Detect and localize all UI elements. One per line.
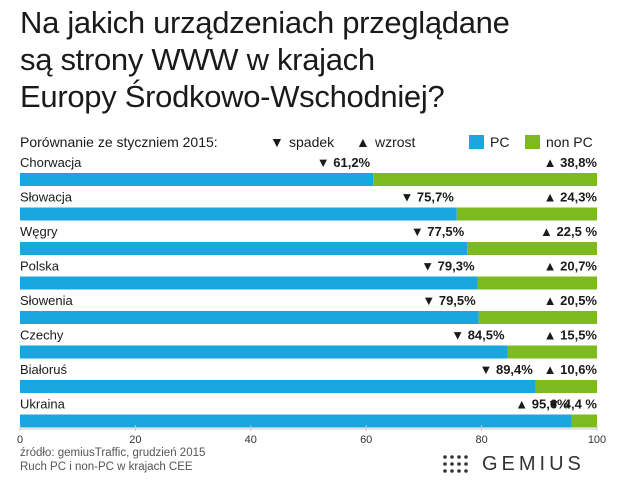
data-label-nonpc: ▲ 10,6% bbox=[544, 362, 598, 377]
bar-pc bbox=[20, 276, 478, 290]
x-tick-label: 40 bbox=[245, 434, 257, 446]
bar-nonpc bbox=[535, 380, 597, 393]
data-label-nonpc: ▲ 22,5 % bbox=[540, 224, 597, 239]
legend-pc-label: PC bbox=[490, 134, 510, 150]
legend-nonpc-label: non PC bbox=[546, 134, 593, 150]
bar-pc bbox=[20, 173, 374, 186]
bar-nonpc bbox=[478, 311, 597, 324]
data-label-nonpc: ▲ 38,8% bbox=[544, 155, 598, 170]
category-label: Węgry bbox=[20, 224, 58, 239]
data-label-pc: ▼ 61,2% bbox=[317, 155, 371, 170]
x-tick-label: 100 bbox=[588, 434, 606, 446]
bar-pc bbox=[20, 207, 457, 221]
source-footer: źródło: gemiusTraffic, grudzień 2015 Ruc… bbox=[20, 446, 205, 474]
data-label-nonpc: ▲ 20,5% bbox=[544, 293, 598, 308]
data-label-pc: ▼ 75,7% bbox=[400, 190, 454, 205]
bar-nonpc bbox=[477, 276, 597, 290]
category-label: Polska bbox=[20, 259, 60, 274]
data-label-nonpc: ▲ 24,3% bbox=[544, 190, 598, 205]
down-symbol: ▼ bbox=[270, 134, 284, 150]
bar-nonpc bbox=[373, 173, 597, 186]
bar-pc bbox=[20, 345, 508, 359]
logo-text: GEMIUS bbox=[482, 453, 585, 475]
bar-nonpc bbox=[467, 242, 597, 255]
category-label: Słowenia bbox=[20, 293, 74, 308]
title-line-1: Na jakich urządzeniach przeglądane bbox=[20, 5, 510, 40]
up-label: wzrost bbox=[375, 134, 416, 150]
data-label-pc: ▼ 79,5% bbox=[422, 293, 476, 308]
bar-pc bbox=[20, 242, 468, 255]
data-label-pc: ▼ 84,5% bbox=[451, 328, 505, 343]
legend-swatch-nonpc bbox=[525, 135, 540, 149]
up-symbol: ▲ bbox=[356, 134, 370, 150]
bar-pc bbox=[20, 414, 572, 428]
x-tick-label: 60 bbox=[360, 434, 372, 446]
legend-swatch-pc bbox=[469, 135, 484, 149]
source-line-1: źródło: gemiusTraffic, grudzień 2015 bbox=[20, 447, 206, 459]
source-line-2: Ruch PC i non-PC w krajach CEE bbox=[20, 461, 193, 473]
data-label-pc: ▼ 79,3% bbox=[421, 259, 475, 274]
legend: Porównanie ze styczniem 2015: ▼ spadek ▲… bbox=[20, 133, 600, 151]
category-label: Słowacja bbox=[20, 190, 73, 205]
x-tick-label: 0 bbox=[17, 434, 23, 446]
category-label: Białoruś bbox=[20, 362, 67, 377]
comparison-label: Porównanie ze styczniem 2015: bbox=[20, 134, 218, 150]
data-label-nonpc: ▼ 4,4 % bbox=[547, 397, 597, 412]
bar-pc bbox=[20, 311, 479, 324]
category-label: Chorwacja bbox=[20, 155, 82, 170]
bar-pc bbox=[20, 380, 536, 393]
bar-nonpc bbox=[507, 345, 597, 359]
gemius-logo: GEMIUS bbox=[442, 452, 602, 476]
data-label-nonpc: ▲ 20,7% bbox=[544, 259, 598, 274]
x-tick-label: 20 bbox=[129, 434, 141, 446]
chart-title: Na jakich urządzeniach przeglądane są st… bbox=[20, 4, 610, 115]
data-label-pc: ▲ 95,6% bbox=[515, 397, 569, 412]
title-line-3: Europy Środkowo-Wschodniej? bbox=[20, 79, 445, 114]
data-label-pc: ▼ 77,5% bbox=[411, 224, 465, 239]
bar-nonpc bbox=[456, 207, 597, 221]
dots-grid-icon bbox=[443, 455, 468, 473]
x-tick-label: 80 bbox=[475, 434, 487, 446]
category-label: Ukraina bbox=[20, 397, 66, 412]
bar-nonpc bbox=[571, 414, 597, 428]
data-label-nonpc: ▲ 15,5% bbox=[544, 328, 598, 343]
data-label-pc: ▼ 89,4% bbox=[479, 362, 533, 377]
title-line-2: są strony WWW w krajach bbox=[20, 42, 375, 77]
category-label: Czechy bbox=[20, 328, 64, 343]
down-label: spadek bbox=[289, 134, 335, 150]
